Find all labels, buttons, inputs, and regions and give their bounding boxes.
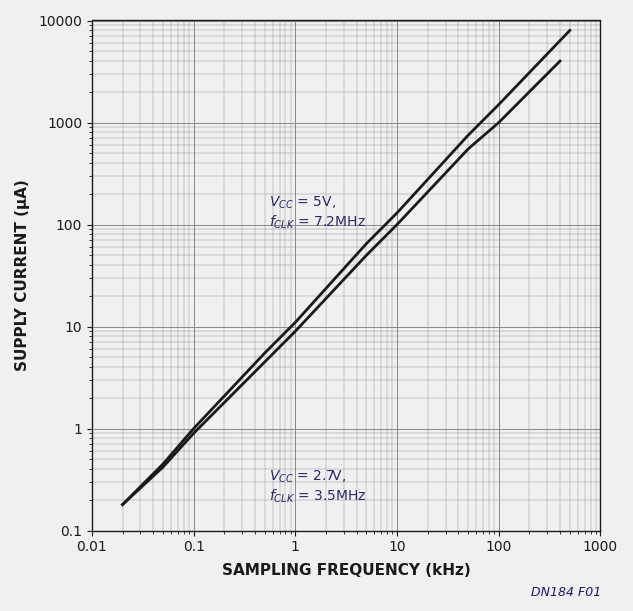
Y-axis label: SUPPLY CURRENT (μA): SUPPLY CURRENT (μA) xyxy=(15,180,30,371)
X-axis label: SAMPLING FREQUENCY (kHz): SAMPLING FREQUENCY (kHz) xyxy=(222,563,470,577)
Text: $V_{CC}$ = 5V,
$f_{CLK}$ = 7.2MHz: $V_{CC}$ = 5V, $f_{CLK}$ = 7.2MHz xyxy=(269,195,366,231)
Text: $V_{CC}$ = 2.7V,
$f_{CLK}$ = 3.5MHz: $V_{CC}$ = 2.7V, $f_{CLK}$ = 3.5MHz xyxy=(269,469,367,505)
Text: DN184 F01: DN184 F01 xyxy=(531,586,601,599)
